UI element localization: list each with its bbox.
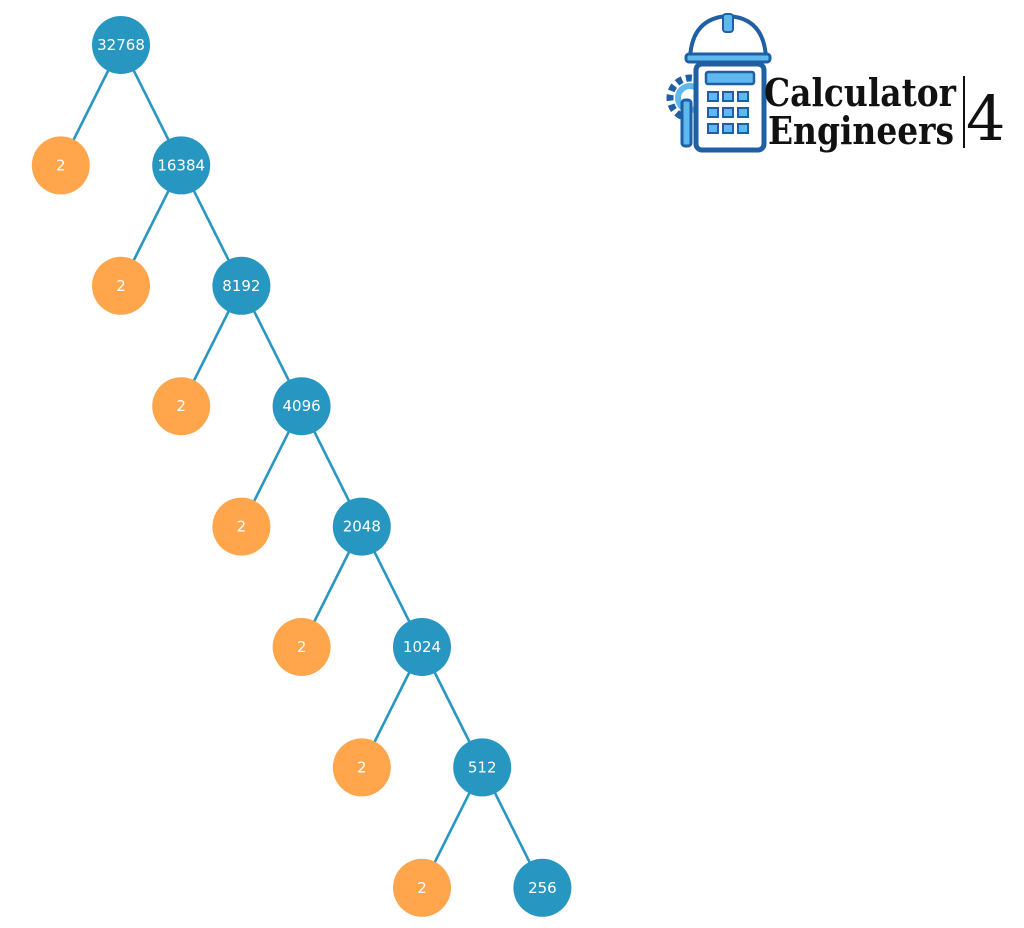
composite-node-3-label: 4096 (283, 397, 321, 415)
composite-node-7-label: 256 (528, 879, 557, 897)
composite-node-2-label: 8192 (222, 277, 260, 295)
calculator-hardhat-icon (666, 13, 772, 153)
composite-node-6-circle (453, 738, 512, 797)
logo-line2: Engineers (768, 108, 954, 153)
logo-line1: Calculator (764, 70, 957, 115)
prime-node-3: 2 (152, 377, 211, 436)
prime-node-7-label: 2 (417, 879, 427, 897)
prime-node-5: 2 (272, 618, 331, 676)
tree-nodes: 32768 2 16384 2 8192 2 4096 2 2048 2 1024 2 512 2 256 (31, 16, 572, 917)
prime-node-5-circle (272, 618, 331, 676)
composite-node-5-label: 1024 (403, 638, 441, 656)
logo-number: 4 (966, 82, 1005, 155)
composite-node-0: 32768 (92, 16, 150, 74)
prime-node-1: 2 (31, 136, 90, 195)
composite-node-3-circle (272, 377, 331, 436)
composite-node-5: 1024 (393, 618, 451, 676)
prime-node-2: 2 (92, 256, 150, 315)
composite-node-5-circle (393, 618, 451, 676)
prime-node-6: 2 (332, 738, 391, 797)
composite-node-2: 8192 (212, 256, 271, 315)
prime-node-4-circle (212, 497, 271, 556)
composite-node-6: 512 (453, 738, 512, 797)
prime-node-3-label: 2 (176, 397, 186, 415)
composite-node-2-circle (212, 256, 271, 315)
composite-node-7: 256 (513, 858, 572, 917)
composite-node-3: 4096 (272, 377, 331, 436)
prime-node-2-circle (92, 256, 150, 315)
calculator-engineers-logo: Calculator Engineers 4 (660, 10, 1016, 160)
composite-node-1: 16384 (152, 136, 211, 195)
prime-node-4: 2 (212, 497, 271, 556)
prime-node-5-label: 2 (297, 638, 307, 656)
composite-node-4-circle (332, 497, 391, 556)
composite-node-6-label: 512 (468, 758, 497, 776)
composite-node-4: 2048 (332, 497, 391, 556)
composite-node-1-circle (152, 136, 211, 195)
composite-node-0-circle (92, 16, 150, 74)
prime-node-1-circle (31, 136, 90, 195)
prime-node-3-circle (152, 377, 211, 436)
prime-node-6-label: 2 (357, 758, 367, 776)
prime-node-2-label: 2 (116, 277, 126, 295)
composite-node-4-label: 2048 (343, 518, 381, 536)
prime-node-7-circle (393, 858, 451, 917)
prime-node-4-label: 2 (237, 518, 247, 536)
prime-node-6-circle (332, 738, 391, 797)
prime-node-1-label: 2 (56, 156, 66, 174)
prime-node-7: 2 (393, 858, 451, 917)
composite-node-0-label: 32768 (97, 36, 145, 54)
composite-node-1-label: 16384 (157, 156, 205, 174)
composite-node-7-circle (513, 858, 572, 917)
